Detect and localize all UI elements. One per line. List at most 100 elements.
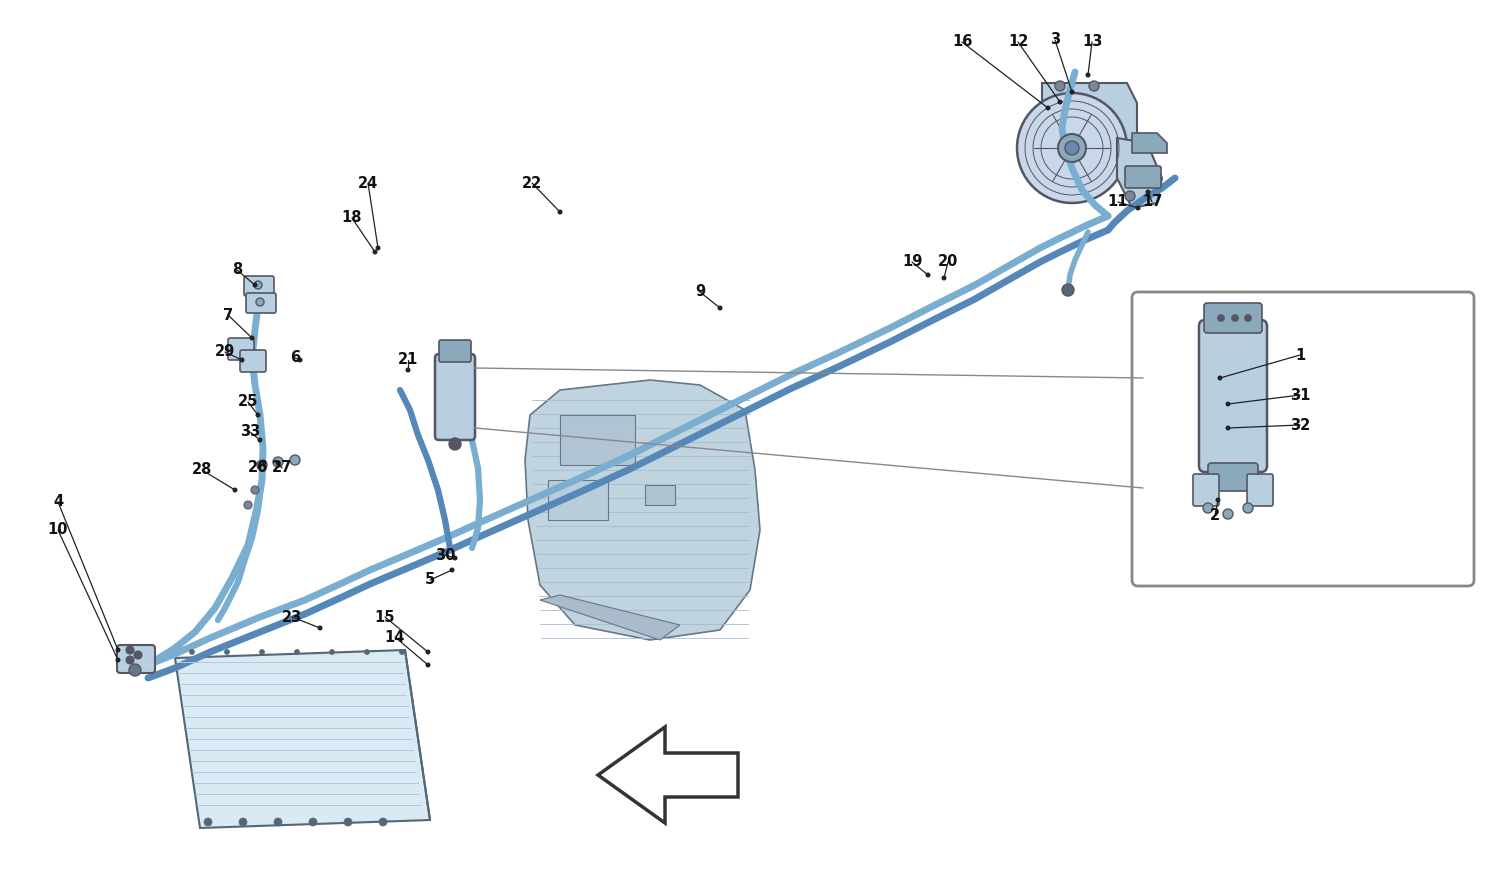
Text: 26: 26	[248, 460, 268, 475]
FancyBboxPatch shape	[1125, 166, 1161, 188]
Circle shape	[372, 249, 378, 255]
Circle shape	[244, 501, 252, 509]
Text: 18: 18	[342, 211, 363, 225]
Circle shape	[252, 282, 258, 287]
Circle shape	[134, 651, 142, 659]
Circle shape	[1089, 81, 1100, 91]
Text: 4: 4	[53, 495, 63, 509]
Circle shape	[318, 626, 322, 630]
Circle shape	[1058, 100, 1062, 104]
Circle shape	[1017, 93, 1126, 203]
Circle shape	[450, 568, 454, 572]
Circle shape	[1218, 376, 1222, 381]
Circle shape	[926, 272, 930, 278]
FancyBboxPatch shape	[246, 293, 276, 313]
Text: 14: 14	[386, 629, 405, 644]
Circle shape	[399, 650, 405, 654]
Polygon shape	[1042, 83, 1137, 173]
Polygon shape	[598, 727, 738, 823]
Circle shape	[364, 650, 369, 654]
Text: 30: 30	[435, 547, 454, 562]
FancyBboxPatch shape	[1192, 474, 1219, 506]
Circle shape	[126, 656, 134, 664]
Text: 6: 6	[290, 351, 300, 366]
FancyBboxPatch shape	[440, 340, 471, 362]
Circle shape	[1070, 90, 1074, 94]
Circle shape	[448, 438, 460, 450]
Text: 10: 10	[48, 522, 69, 538]
Circle shape	[1222, 509, 1233, 519]
Circle shape	[225, 650, 230, 654]
Circle shape	[290, 455, 300, 465]
Circle shape	[276, 460, 280, 465]
Circle shape	[297, 358, 303, 362]
Text: 9: 9	[694, 285, 705, 300]
Circle shape	[294, 650, 300, 654]
Circle shape	[258, 438, 262, 442]
Circle shape	[256, 298, 264, 306]
Circle shape	[251, 486, 260, 494]
Circle shape	[1058, 134, 1086, 162]
Text: 31: 31	[1290, 387, 1310, 402]
Text: 3: 3	[1050, 33, 1060, 47]
Text: 8: 8	[232, 263, 242, 278]
Circle shape	[1218, 314, 1224, 321]
Circle shape	[1215, 498, 1221, 503]
Bar	[645, 485, 675, 505]
FancyBboxPatch shape	[1246, 474, 1274, 506]
Circle shape	[942, 276, 946, 280]
Circle shape	[1226, 401, 1230, 407]
FancyBboxPatch shape	[435, 354, 476, 440]
Text: 20: 20	[938, 255, 958, 270]
Circle shape	[273, 457, 284, 467]
Text: 17: 17	[1142, 195, 1162, 209]
Circle shape	[189, 650, 195, 654]
Circle shape	[1086, 72, 1090, 77]
Text: 5: 5	[424, 572, 435, 587]
Circle shape	[1146, 190, 1150, 195]
Circle shape	[1136, 206, 1140, 211]
FancyBboxPatch shape	[1198, 320, 1268, 472]
Circle shape	[129, 664, 141, 676]
Circle shape	[238, 818, 248, 826]
Circle shape	[256, 460, 267, 470]
Circle shape	[1065, 141, 1078, 155]
Circle shape	[344, 818, 352, 826]
Circle shape	[1125, 191, 1136, 201]
Circle shape	[1245, 314, 1251, 321]
Circle shape	[254, 281, 262, 289]
Text: 15: 15	[375, 610, 396, 625]
Circle shape	[232, 488, 237, 492]
Text: 12: 12	[1008, 35, 1028, 50]
Bar	[548, 480, 608, 520]
FancyBboxPatch shape	[240, 350, 266, 372]
Polygon shape	[1132, 133, 1167, 153]
Circle shape	[558, 209, 562, 214]
Circle shape	[260, 650, 264, 654]
Circle shape	[375, 246, 381, 250]
Text: 1: 1	[1294, 347, 1305, 362]
Circle shape	[249, 336, 255, 341]
Polygon shape	[525, 380, 760, 640]
Text: 21: 21	[398, 352, 418, 368]
Circle shape	[1203, 503, 1214, 513]
Circle shape	[1226, 425, 1230, 431]
Text: 22: 22	[522, 175, 542, 190]
Circle shape	[1062, 284, 1074, 296]
Circle shape	[453, 555, 458, 561]
Circle shape	[274, 818, 282, 826]
Circle shape	[426, 662, 430, 668]
Polygon shape	[1118, 138, 1162, 208]
Text: 16: 16	[952, 35, 972, 50]
Circle shape	[255, 412, 261, 417]
Circle shape	[240, 358, 244, 362]
Circle shape	[1054, 81, 1065, 91]
FancyBboxPatch shape	[244, 276, 274, 296]
Circle shape	[1232, 314, 1239, 321]
Circle shape	[426, 650, 430, 654]
FancyBboxPatch shape	[117, 645, 154, 673]
Circle shape	[405, 368, 411, 373]
Circle shape	[116, 648, 120, 652]
Circle shape	[204, 818, 212, 826]
Text: 32: 32	[1290, 417, 1310, 433]
